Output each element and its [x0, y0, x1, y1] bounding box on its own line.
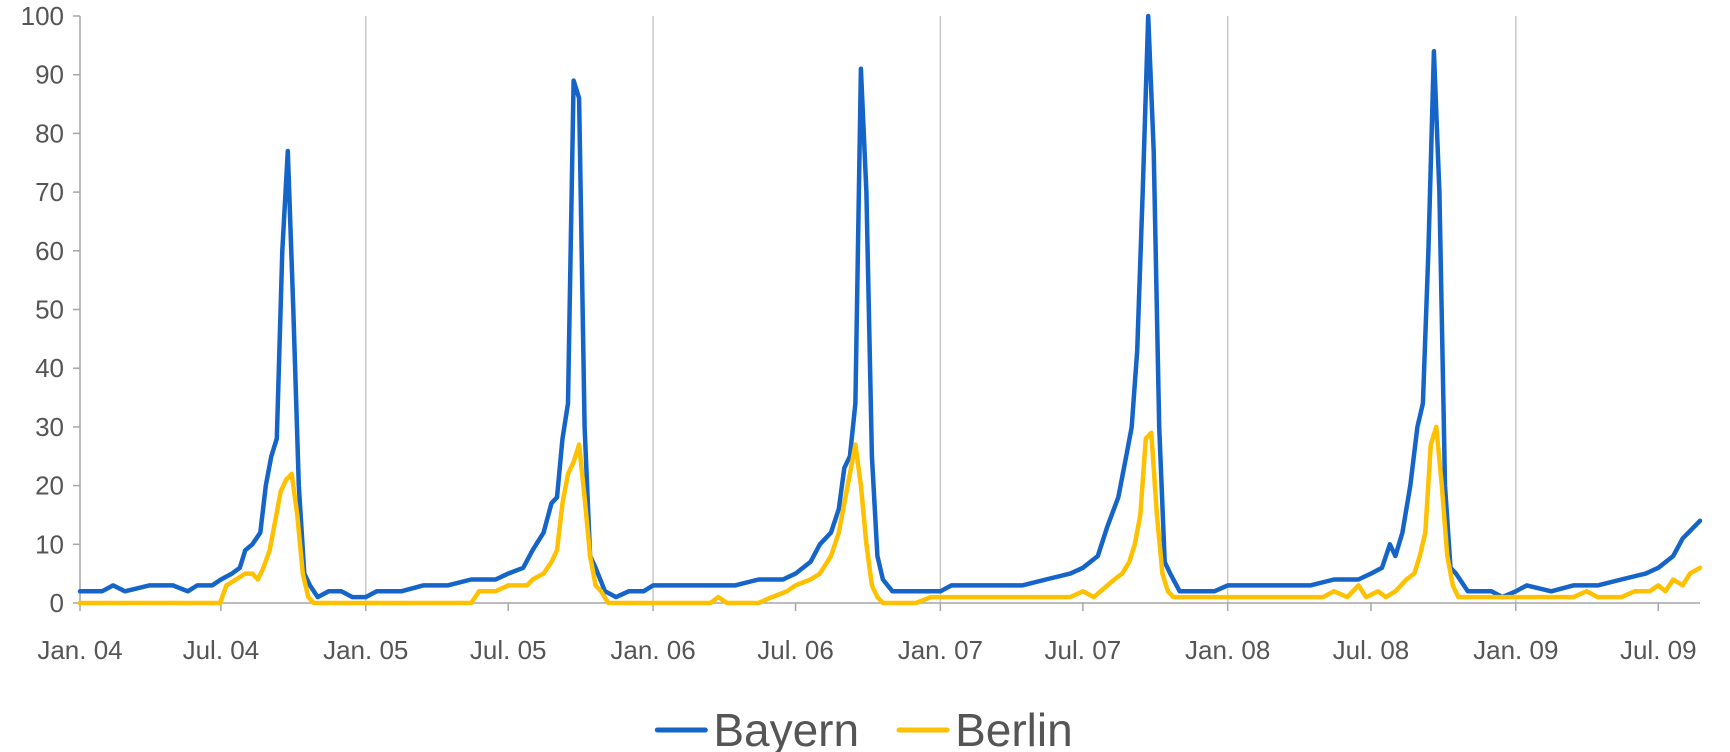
series-line-bayern [77, 13, 1703, 600]
y-tick-label-40: 40 [35, 353, 64, 383]
x-tick-label-5: Jul. 06 [757, 635, 834, 665]
x-tick-label-2: Jan. 05 [323, 635, 408, 665]
y-tick-label-10: 10 [35, 529, 64, 559]
y-tick-label-60: 60 [35, 236, 64, 266]
x-tick-labels: Jan. 04 Jul. 04 Jan. 05 Jul. 05 Jan. 06 Jul. … [37, 635, 1696, 665]
legend-label-berlin: Berlin [955, 704, 1073, 752]
x-tick-label-8: Jan. 08 [1185, 635, 1270, 665]
series-line-berlin [77, 424, 1703, 606]
x-tick-label-4: Jan. 06 [610, 635, 695, 665]
y-tick-label-20: 20 [35, 471, 64, 501]
x-tick-label-0: Jan. 04 [37, 635, 122, 665]
x-tick-label-6: Jan. 07 [898, 635, 983, 665]
y-tick-label-90: 90 [35, 60, 64, 90]
y-tick-label-50: 50 [35, 295, 64, 325]
x-tick-label-7: Jul. 07 [1045, 635, 1122, 665]
x-tick-label-1: Jul. 04 [183, 635, 260, 665]
x-tick-label-9: Jul. 08 [1333, 635, 1410, 665]
y-tick-labels: 0 10 20 30 40 50 60 70 80 90 100 [21, 1, 64, 618]
y-tick-label-100: 100 [21, 1, 64, 31]
grid-lines [364, 16, 1517, 603]
x-tick-label-11: Jul. 09 [1620, 635, 1697, 665]
y-tick-label-30: 30 [35, 412, 64, 442]
x-tick-label-3: Jul. 05 [470, 635, 547, 665]
series-lines [77, 13, 1703, 606]
legend: Bayern Berlin [654, 704, 1073, 752]
y-tick-label-70: 70 [35, 177, 64, 207]
y-tick-label-80: 80 [35, 118, 64, 148]
legend-label-bayern: Bayern [713, 704, 859, 752]
x-tick-label-10: Jan. 09 [1473, 635, 1558, 665]
axes [73, 15, 1700, 611]
y-tick-label-0: 0 [50, 588, 64, 618]
